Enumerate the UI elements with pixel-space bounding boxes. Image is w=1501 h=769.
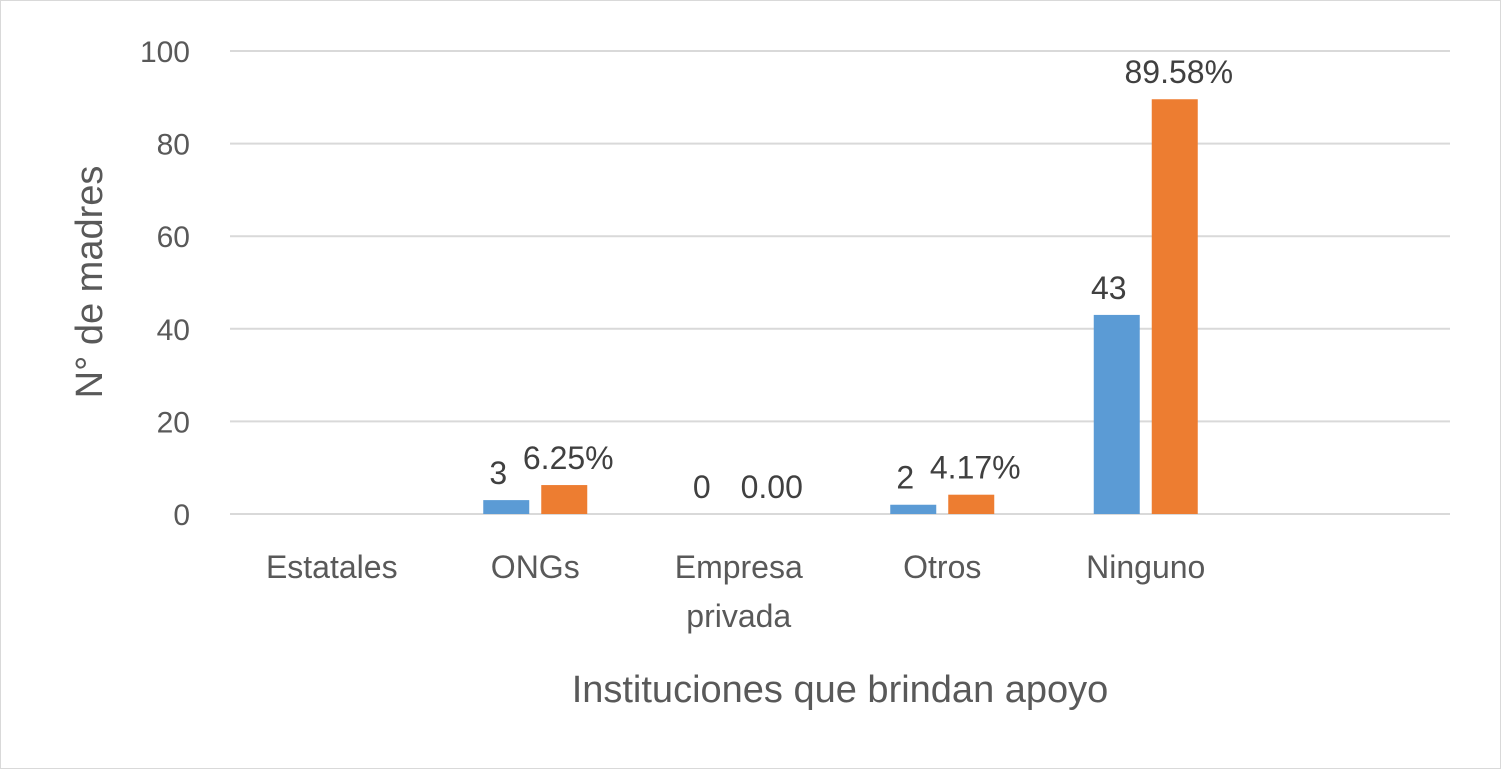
y-tick-label: 60 <box>157 221 190 254</box>
x-axis-title: Instituciones que brindan apoyo <box>572 669 1109 711</box>
data-label: 0 <box>693 469 711 505</box>
data-labels: 3 6.25% 0 0.00 2 4.17% 43 89.58% <box>489 54 1233 505</box>
bar <box>1151 99 1198 514</box>
gridlines <box>230 50 1450 515</box>
data-label: 43 <box>1091 270 1127 306</box>
bar <box>541 485 588 514</box>
x-category-label: Otros <box>903 549 981 585</box>
x-category-label: Empresa <box>675 549 803 585</box>
data-label: 2 <box>896 460 914 496</box>
bar <box>1093 314 1140 514</box>
x-category-label: Estatales <box>266 549 398 585</box>
x-category-label: Ninguno <box>1086 549 1205 585</box>
x-axis-categories: Estatales ONGs Empresa privada Otros Ninguno <box>266 549 1205 634</box>
data-label: 6.25% <box>523 440 614 476</box>
y-axis-ticks: 0 20 40 60 80 100 <box>140 36 190 532</box>
data-label: 4.17% <box>930 450 1021 486</box>
bar <box>483 500 530 514</box>
data-label: 0.00 <box>741 469 803 505</box>
data-label: 89.58% <box>1124 54 1233 90</box>
x-category-label: privada <box>686 598 791 634</box>
bars <box>483 99 1198 514</box>
y-tick-label: 20 <box>157 406 190 439</box>
y-tick-label: 80 <box>157 129 190 162</box>
data-label: 3 <box>489 455 507 491</box>
y-tick-label: 0 <box>173 499 190 532</box>
bar <box>890 504 937 514</box>
x-category-label: ONGs <box>491 549 580 585</box>
bar <box>948 494 995 514</box>
y-tick-label: 40 <box>157 314 190 347</box>
y-tick-label: 100 <box>140 36 190 69</box>
y-axis-title: N° de madres <box>69 166 111 399</box>
